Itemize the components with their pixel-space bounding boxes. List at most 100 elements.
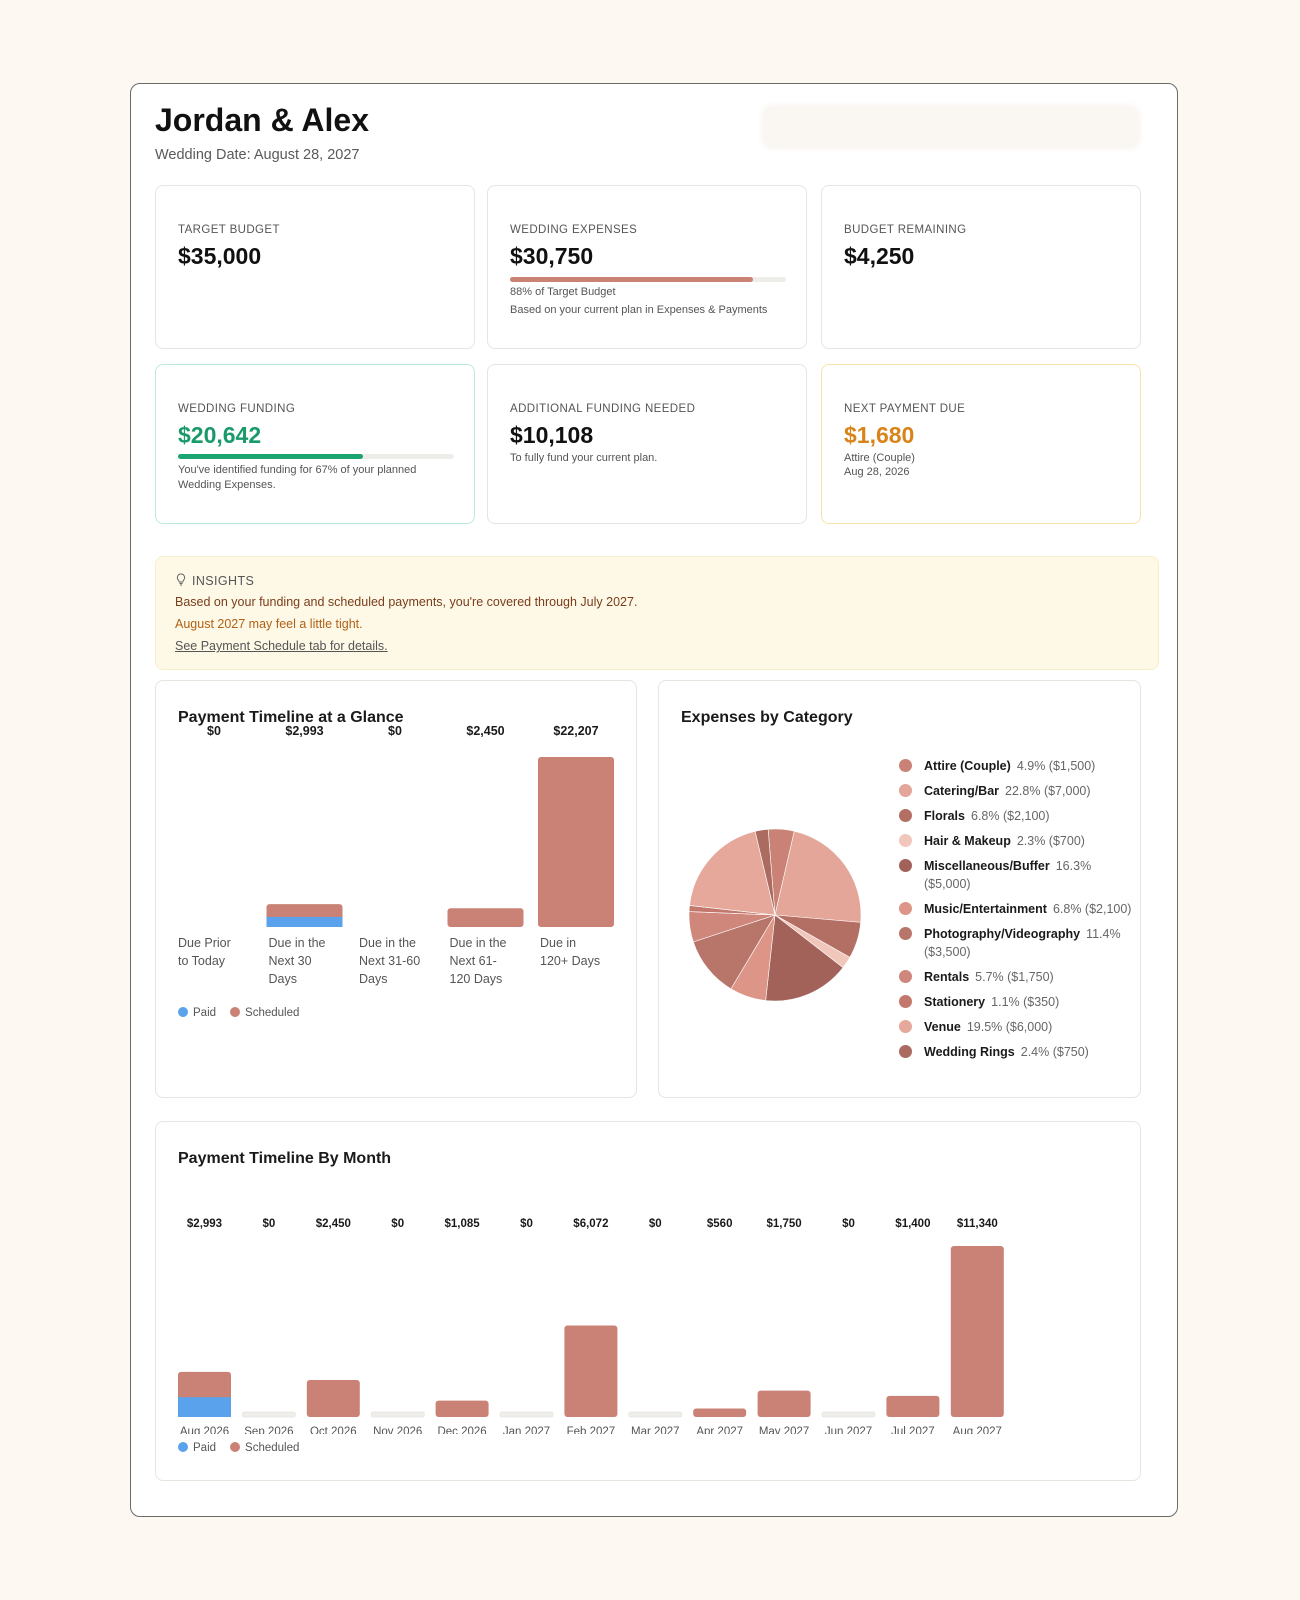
- legend-paid-label: Paid: [193, 1442, 217, 1454]
- category-stat: 4.9% ($1,500): [1016, 759, 1096, 773]
- empty-bar[interactable]: [628, 1411, 683, 1418]
- category-legend-text: Attire (Couple) 4.9% ($1,500): [924, 757, 1095, 775]
- bar-value-label: $1,750: [767, 1218, 802, 1230]
- category-legend-text: Stationery 1.1% ($350): [924, 993, 1059, 1011]
- pie-slice[interactable]: [765, 914, 844, 1002]
- panel-title: Payment Timeline at a Glance: [178, 709, 404, 726]
- category-label: Mar 2027: [631, 1426, 680, 1434]
- card-label: BUDGET REMAINING: [844, 224, 967, 236]
- category-label: Next 30: [269, 954, 312, 968]
- bar-scheduled[interactable]: [178, 1371, 231, 1401]
- category-stat: 5.7% ($1,750): [975, 970, 1054, 984]
- category-stat: 16.3% ($5,000): [924, 859, 1092, 891]
- category-stat: 6.8% ($2,100): [1052, 902, 1132, 916]
- category-label: 120+ Days: [540, 954, 600, 968]
- bar-scheduled[interactable]: [435, 1400, 489, 1417]
- category-label: Due in the: [450, 936, 507, 950]
- timeline-glance-chart: $0 Due Prior to Today $2,993 Due in the Next …: [178, 724, 614, 986]
- funding-note: You've identified funding for 67% of you…: [178, 464, 417, 491]
- wedding-expenses-card: WEDDING EXPENSES $30,750 88% of Target B…: [487, 185, 807, 349]
- bar-value-label: $0: [391, 1218, 404, 1230]
- card-value: $10,108: [510, 422, 594, 448]
- card-value: $30,750: [510, 243, 594, 269]
- category-stat: 6.8% ($2,100): [971, 809, 1050, 823]
- empty-bar[interactable]: [499, 1411, 554, 1418]
- bar-value-label: $6,072: [573, 1218, 608, 1230]
- pie-slice[interactable]: [689, 830, 776, 916]
- category-label: Jan 2027: [503, 1426, 550, 1434]
- bar-value-label: $22,207: [553, 724, 598, 738]
- pie-slice[interactable]: [774, 830, 862, 923]
- category-legend-text: Florals 6.8% ($2,100): [924, 807, 1050, 825]
- expenses-plan-note: Based on your current plan in Expenses &…: [510, 304, 768, 316]
- category-label: Due Prior: [178, 936, 231, 950]
- bar-scheduled[interactable]: [306, 1380, 360, 1417]
- legend-paid-label: Paid: [193, 1007, 217, 1019]
- category-legend-item: Miscellaneous/Buffer 16.3% ($5,000): [899, 857, 1135, 893]
- category-label: Days: [269, 972, 297, 986]
- empty-bar[interactable]: [370, 1411, 425, 1418]
- dashboard-frame: Jordan & Alex Wedding Date: August 28, 2…: [130, 83, 1178, 1517]
- funding-progress-bar: [178, 454, 454, 459]
- bar-paid[interactable]: [178, 1397, 231, 1417]
- category-label: Days: [359, 972, 387, 986]
- bar-scheduled[interactable]: [757, 1390, 811, 1417]
- category-label: Due in the: [269, 936, 326, 950]
- bar-scheduled[interactable]: [886, 1395, 940, 1417]
- insights-coverage-text: Based on your funding and scheduled paym…: [175, 595, 638, 609]
- blurred-header-area: [761, 104, 1141, 150]
- wedding-date: Wedding Date: August 28, 2027: [155, 147, 360, 163]
- additional-funding-card: ADDITIONAL FUNDING NEEDED $10,108 To ful…: [487, 364, 807, 524]
- category-name: Hair & Makeup: [924, 834, 1011, 848]
- panel-title: Expenses by Category: [681, 709, 853, 726]
- timeline-month-chart: $2,993 Aug 2026 $0 Sep 2026 $2,450 Oct 2026 $0…: [178, 1218, 1004, 1434]
- bar-scheduled[interactable]: [564, 1325, 618, 1417]
- category-label: Jul 2027: [891, 1426, 934, 1434]
- legend-scheduled: Scheduled: [230, 1007, 299, 1019]
- category-stat: 11.4% ($3,500): [924, 927, 1121, 959]
- category-swatch-icon: [899, 1045, 912, 1058]
- legend-paid: Paid: [178, 1007, 216, 1019]
- bar-scheduled[interactable]: [266, 904, 343, 920]
- category-legend-text: Venue 19.5% ($6,000): [924, 1018, 1052, 1036]
- lightbulb-icon: [176, 573, 186, 589]
- category-name: Attire (Couple): [924, 759, 1011, 773]
- bar-value-label: $0: [388, 724, 402, 738]
- paid-dot-icon: [178, 1007, 188, 1017]
- category-name: Wedding Rings: [924, 1045, 1015, 1059]
- paid-dot-icon: [178, 1442, 188, 1452]
- expenses-pie-chart: [688, 828, 862, 1002]
- category-label: Aug 2026: [180, 1426, 229, 1434]
- bar-scheduled[interactable]: [447, 908, 524, 927]
- category-label: Aug 2027: [953, 1426, 1002, 1434]
- bar-paid[interactable]: [266, 916, 343, 927]
- bar-value-label: $0: [263, 1218, 276, 1230]
- bar-scheduled[interactable]: [950, 1246, 1004, 1417]
- bar-value-label: $1,085: [445, 1218, 481, 1230]
- category-swatch-icon: [899, 995, 912, 1008]
- bar-scheduled[interactable]: [693, 1408, 747, 1417]
- bar-value-label: $1,400: [895, 1218, 930, 1230]
- legend-scheduled-label: Scheduled: [245, 1007, 300, 1019]
- category-stat: 2.3% ($700): [1016, 834, 1085, 848]
- category-swatch-icon: [899, 759, 912, 772]
- bar-value-label: $0: [207, 724, 221, 738]
- pie-slice[interactable]: [754, 828, 776, 916]
- category-legend-item: Wedding Rings 2.4% ($750): [899, 1043, 1135, 1061]
- payment-schedule-link[interactable]: See Payment Schedule tab for details.: [175, 639, 388, 653]
- category-label: 120 Days: [450, 972, 503, 986]
- card-label: TARGET BUDGET: [178, 224, 280, 236]
- bar-scheduled[interactable]: [538, 757, 614, 927]
- category-legend-item: Attire (Couple) 4.9% ($1,500): [899, 757, 1135, 775]
- card-label: ADDITIONAL FUNDING NEEDED: [510, 403, 696, 415]
- empty-bar[interactable]: [821, 1411, 876, 1418]
- card-value: $20,642: [178, 422, 262, 448]
- card-label: WEDDING EXPENSES: [510, 224, 638, 236]
- category-swatch-icon: [899, 859, 912, 872]
- empty-bar[interactable]: [242, 1411, 296, 1418]
- category-name: Venue: [924, 1020, 961, 1034]
- category-legend-item: Music/Entertainment 6.8% ($2,100): [899, 900, 1135, 918]
- category-name: Stationery: [924, 995, 986, 1009]
- category-name: Rentals: [924, 970, 970, 984]
- scheduled-dot-icon: [230, 1442, 241, 1452]
